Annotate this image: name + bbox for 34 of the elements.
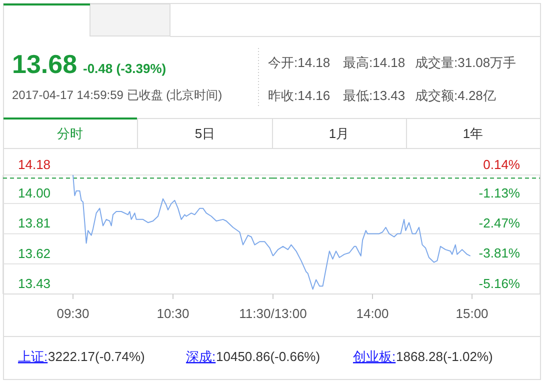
x-tick-label: 10:30 (156, 306, 190, 321)
text: -5.16% (478, 276, 520, 291)
y-tick-label: 13.81 (18, 216, 51, 231)
text: -1.13% (478, 186, 520, 201)
text: 3222.17(-0.74%) (48, 349, 145, 364)
text: 成交额:4.28亿 (415, 88, 496, 103)
y-tick-label: 14.00 (18, 186, 51, 201)
y-tick-label: 13.43 (18, 276, 51, 291)
x-tick-label: 11:30/13:00 (239, 306, 307, 321)
text: 1年 (462, 126, 484, 141)
text: 2017-04-17 14:59:59 已收盘 (北京时间) (12, 88, 222, 102)
text: 分时 (57, 126, 83, 141)
text: 创业板: (353, 349, 396, 364)
x-tick-label: 14:00 (356, 306, 389, 321)
text: -3.81% (478, 246, 520, 261)
text: 今开:14.18 (268, 55, 330, 70)
text: 0.14% (483, 157, 520, 172)
y-tick-label: 13.62 (18, 246, 51, 261)
text: 13.68 (12, 49, 78, 79)
text: 5日 (194, 126, 216, 141)
x-tick-label: 09:30 (56, 306, 90, 321)
text: 深成: (186, 349, 216, 364)
text: 最低:13.43 (343, 88, 406, 103)
text: 1月 (328, 126, 350, 141)
text: 上证: (18, 349, 48, 364)
y-tick-label: 14.18 (18, 157, 51, 172)
x-tick-label: 15:00 (456, 306, 488, 321)
text: 10450.86(-0.66%) (216, 349, 320, 364)
text: -2.47% (478, 216, 520, 231)
text: 1868.28(-1.02%) (396, 349, 493, 364)
text: 成交量:31.08万手 (415, 55, 516, 70)
text: 昨收:14.16 (268, 88, 330, 103)
text: 最高:14.18 (343, 55, 406, 70)
text: -0.48 (-3.39%) (83, 61, 166, 76)
